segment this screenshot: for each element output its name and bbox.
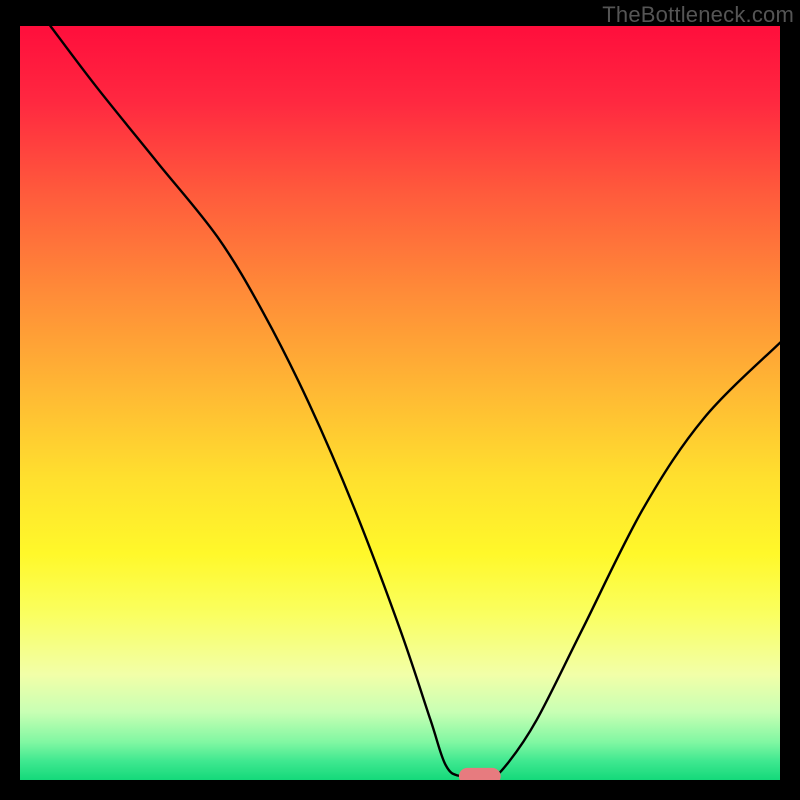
watermark-text: TheBottleneck.com xyxy=(602,2,794,28)
chart-svg xyxy=(0,0,800,800)
chart-container: TheBottleneck.com xyxy=(0,0,800,800)
chart-background xyxy=(20,26,780,780)
